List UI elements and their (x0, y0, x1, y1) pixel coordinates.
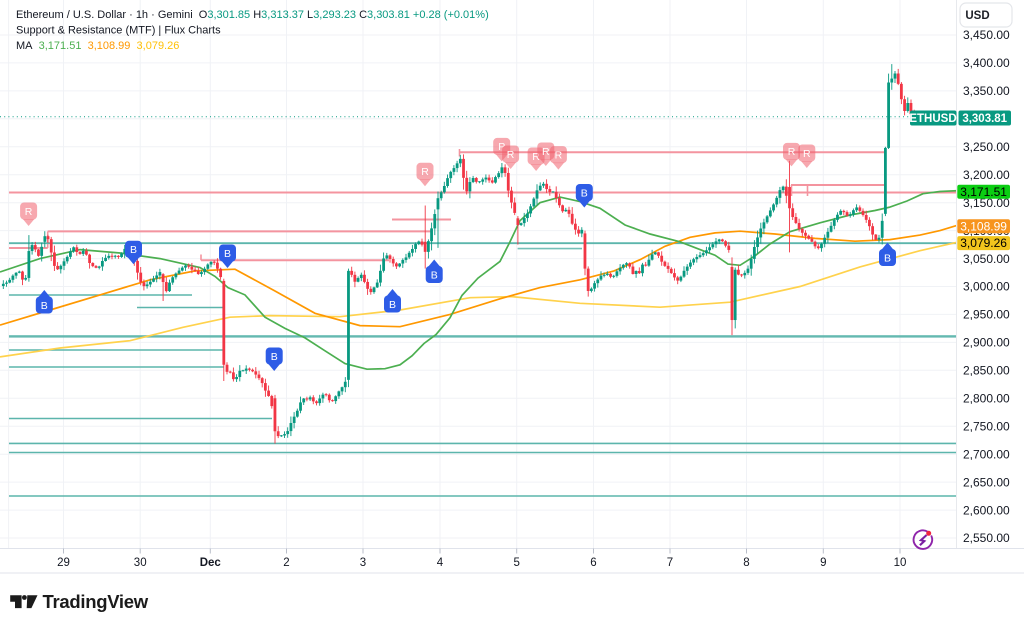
svg-text:2,750.00: 2,750.00 (963, 419, 1010, 433)
svg-text:2,600.00: 2,600.00 (963, 503, 1010, 517)
svg-text:3,150.00: 3,150.00 (963, 196, 1010, 210)
svg-text:Dec: Dec (200, 557, 222, 569)
svg-text:R: R (555, 149, 563, 161)
svg-text:R: R (542, 146, 550, 158)
svg-text:R: R (507, 149, 515, 161)
svg-text:R: R (788, 146, 796, 158)
svg-text:3,171.51: 3,171.51 (960, 185, 1007, 199)
svg-text:2,650.00: 2,650.00 (963, 475, 1010, 489)
svg-text:2,850.00: 2,850.00 (963, 364, 1010, 378)
svg-text:3,050.00: 3,050.00 (963, 252, 1010, 266)
svg-text:3,250.00: 3,250.00 (963, 140, 1010, 154)
svg-text:ETHUSD: ETHUSD (909, 113, 956, 125)
svg-text:5: 5 (513, 557, 519, 569)
svg-text:R: R (532, 151, 540, 163)
svg-text:TradingView: TradingView (43, 591, 149, 612)
svg-text:3,108.99: 3,108.99 (960, 219, 1007, 233)
svg-text:2,900.00: 2,900.00 (963, 336, 1010, 350)
svg-text:8: 8 (743, 557, 749, 569)
svg-text:3,350.00: 3,350.00 (963, 84, 1010, 98)
svg-text:USD: USD (965, 10, 989, 22)
svg-text:30: 30 (134, 557, 147, 569)
svg-text:R: R (421, 166, 429, 178)
svg-text:7: 7 (667, 557, 673, 569)
svg-text:Ethereum / U.S. Dollar · 1h ·: Ethereum / U.S. Dollar · 1h · Gemini O3,… (16, 9, 489, 21)
svg-text:B: B (389, 299, 396, 311)
svg-text:R: R (25, 206, 33, 218)
svg-text:3,303.81: 3,303.81 (962, 113, 1007, 125)
svg-text:10: 10 (894, 557, 907, 569)
svg-text:29: 29 (57, 557, 70, 569)
svg-text:B: B (431, 269, 438, 281)
svg-text:3,450.00: 3,450.00 (963, 28, 1010, 42)
svg-text:Support & Resistance (MTF) | F: Support & Resistance (MTF) | Flux Charts (16, 25, 221, 37)
svg-text:B: B (224, 248, 231, 260)
svg-text:B: B (581, 187, 588, 199)
svg-text:2,700.00: 2,700.00 (963, 447, 1010, 461)
svg-text:3,000.00: 3,000.00 (963, 280, 1010, 294)
svg-text:MA 3,171.51 3,108.99 3,079.: MA 3,171.51 3,108.99 3,079.26 (16, 40, 179, 52)
svg-text:6: 6 (590, 557, 596, 569)
svg-text:9: 9 (820, 557, 826, 569)
svg-text:2,550.00: 2,550.00 (963, 531, 1010, 545)
svg-text:3,079.26: 3,079.26 (960, 236, 1007, 250)
svg-text:B: B (884, 252, 891, 264)
svg-text:3,400.00: 3,400.00 (963, 56, 1010, 70)
svg-text:P: P (498, 141, 505, 153)
svg-text:3,200.00: 3,200.00 (963, 168, 1010, 182)
svg-text:B: B (271, 351, 278, 363)
svg-text:2,950.00: 2,950.00 (963, 308, 1010, 322)
svg-text:2,800.00: 2,800.00 (963, 392, 1010, 406)
svg-text:2: 2 (283, 557, 289, 569)
svg-text:B: B (41, 300, 48, 312)
svg-text:R: R (803, 148, 811, 160)
svg-text:4: 4 (437, 557, 444, 569)
svg-text:B: B (130, 244, 137, 256)
svg-text:3: 3 (360, 557, 366, 569)
